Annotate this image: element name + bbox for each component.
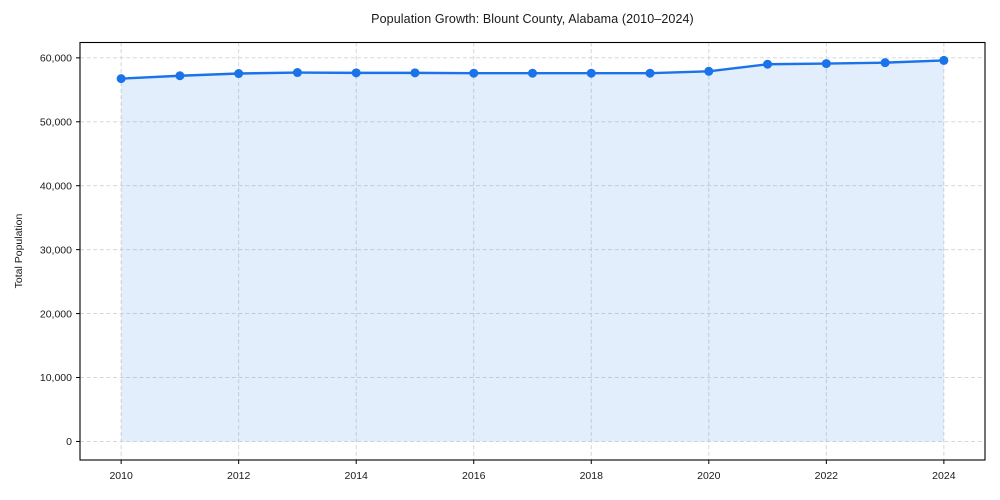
- data-point: [880, 58, 890, 68]
- data-point: [469, 68, 479, 78]
- x-tick-label: 2018: [580, 470, 604, 482]
- x-tick-label: 2020: [697, 470, 721, 482]
- y-tick-label: 50,000: [40, 116, 72, 128]
- y-tick-label: 30,000: [40, 244, 72, 256]
- data-point: [586, 68, 596, 78]
- data-point: [351, 68, 361, 78]
- chart-title: Population Growth: Blount County, Alabam…: [371, 12, 694, 26]
- data-point: [175, 71, 185, 81]
- axis-border: [79, 41, 986, 461]
- area-fill: [121, 60, 944, 442]
- x-tick-label: 2022: [815, 470, 839, 482]
- data-point: [939, 55, 949, 65]
- y-tick-label: 40,000: [40, 180, 72, 192]
- data-point: [234, 69, 244, 79]
- data-point: [645, 68, 655, 78]
- y-tick-label: 10,000: [40, 372, 72, 384]
- x-tick-label: 2016: [462, 470, 486, 482]
- x-tick-label: 2012: [227, 470, 251, 482]
- data-point: [763, 59, 773, 69]
- x-tick-label: 2010: [109, 470, 133, 482]
- data-point: [410, 68, 420, 78]
- data-point: [292, 68, 302, 78]
- y-tick-label: 60,000: [40, 53, 72, 65]
- data-point: [821, 59, 831, 69]
- y-tick-label: 0: [66, 436, 72, 448]
- x-tick-label: 2014: [345, 470, 369, 482]
- data-point: [116, 74, 126, 84]
- y-tick-label: 20,000: [40, 308, 72, 320]
- data-point: [704, 66, 714, 76]
- data-point: [528, 68, 537, 78]
- x-tick-label: 2024: [932, 470, 956, 482]
